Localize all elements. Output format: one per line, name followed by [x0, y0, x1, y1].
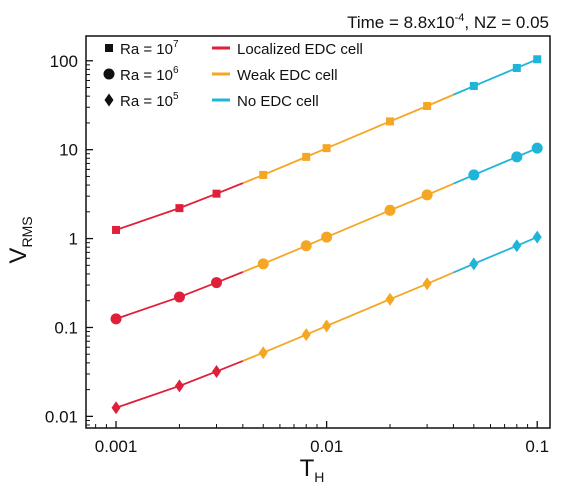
series-line-localized-segment — [115, 271, 244, 320]
title-rest: , NZ = 0.05 — [464, 13, 549, 32]
plot-frame — [85, 35, 551, 429]
data-point-square — [533, 55, 542, 64]
data-point-circle — [531, 142, 543, 154]
legend-marker-label-exponent: 7 — [173, 39, 179, 50]
axis-ticks: 0.001 0.01 0.1 0.01 0.1 1 10 100 — [45, 52, 549, 456]
x-axis-title-sub: H — [314, 469, 324, 485]
data-point-circle — [511, 151, 523, 163]
legend-line-label: Weak EDC cell — [237, 67, 338, 84]
x-tick-label: 0.001 — [95, 437, 138, 456]
y-axis-title-main: V — [5, 248, 32, 264]
y-tick-label: 0.01 — [45, 407, 78, 426]
data-point-circle — [173, 291, 185, 303]
y-tick-label: 10 — [59, 141, 78, 160]
data-point-diamond — [385, 292, 395, 306]
data-point-square — [512, 63, 521, 72]
data-point-square — [386, 117, 395, 126]
series-line-weak-segment — [242, 271, 454, 362]
x-axis-title-main: T — [300, 455, 315, 482]
data-point-diamond — [301, 328, 311, 342]
x-tick-label: 0.1 — [525, 437, 549, 456]
data-point-diamond — [322, 319, 332, 333]
data-point-square — [175, 204, 184, 213]
data-point-square — [322, 144, 331, 153]
legend-marker-label-text: Ra = 10 — [120, 67, 173, 84]
y-tick-label: 100 — [50, 52, 78, 71]
data-point-circle — [300, 240, 312, 252]
data-point-square — [469, 82, 478, 91]
legend-marker-square-icon — [105, 44, 113, 52]
series-markers — [110, 55, 543, 415]
legend-marker-label-exponent: 5 — [173, 91, 179, 102]
legend-marker-label: Ra = 105 — [120, 91, 179, 110]
data-point-diamond — [111, 401, 121, 415]
legend-marker-label: Ra = 106 — [120, 65, 179, 84]
series-line-no-edc-segment — [453, 236, 538, 274]
legend-marker-label-exponent: 6 — [173, 65, 179, 76]
data-point-square — [212, 189, 221, 198]
y-axis-title: VRMS — [5, 216, 35, 263]
y-tick-label: 1 — [69, 230, 78, 249]
data-point-circle — [384, 204, 396, 216]
series-line-no-edc-segment — [453, 58, 538, 96]
x-tick-label: 0.01 — [310, 437, 343, 456]
series-line-localized-segment — [115, 360, 244, 409]
series-line-weak-segment — [242, 182, 454, 273]
legend-marker-label: Ra = 107 — [120, 39, 179, 58]
title-time-exponent: -4 — [455, 12, 465, 24]
series-line-no-edc-segment — [453, 147, 538, 185]
data-point-circle — [211, 277, 223, 289]
data-point-circle — [421, 189, 433, 201]
data-point-square — [259, 170, 268, 179]
legend-marker-label-text: Ra = 10 — [120, 93, 173, 110]
legend-marker-circle-icon — [103, 68, 115, 80]
title-time: Time = 8.8x10 — [347, 13, 455, 32]
data-point-circle — [321, 231, 333, 243]
y-axis-title-sub: RMS — [19, 216, 35, 247]
legend-line-label: Localized EDC cell — [237, 41, 363, 58]
data-point-diamond — [422, 277, 432, 291]
data-point-diamond — [469, 257, 479, 271]
data-point-diamond — [512, 239, 522, 253]
data-point-circle — [468, 169, 480, 181]
data-point-circle — [110, 313, 122, 325]
legend-marker-diamond-icon — [104, 93, 114, 107]
y-tick-label: 0.1 — [54, 318, 78, 337]
data-point-diamond — [532, 230, 542, 244]
x-axis-title: TH — [300, 455, 325, 485]
data-point-circle — [257, 258, 269, 270]
data-point-diamond — [212, 364, 222, 378]
data-point-square — [423, 101, 432, 110]
data-point-square — [302, 152, 311, 161]
legend-marker-label-text: Ra = 10 — [120, 41, 173, 58]
data-point-diamond — [258, 346, 268, 360]
chart-title: Time = 8.8x10-4, NZ = 0.05 — [347, 12, 549, 32]
legend-line-label: No EDC cell — [237, 93, 319, 110]
data-point-diamond — [174, 379, 184, 393]
data-point-square — [112, 225, 121, 234]
series-line-localized-segment — [115, 182, 244, 231]
